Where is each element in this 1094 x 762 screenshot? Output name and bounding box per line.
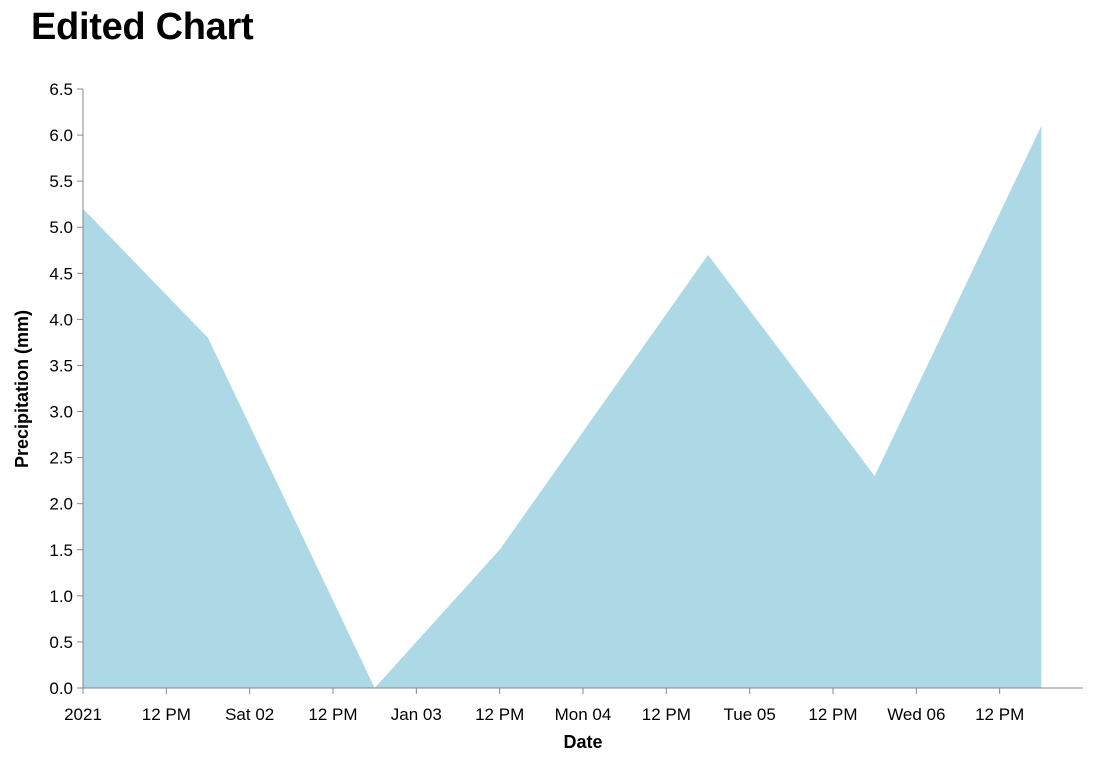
x-tick-label: 12 PM [142,705,191,724]
y-tick-label: 3.5 [49,356,73,375]
x-tick-label: Wed 06 [887,705,945,724]
chart-title: Edited Chart [31,6,254,48]
y-tick-label: 0.0 [49,679,73,698]
y-tick-label: 5.5 [49,172,73,191]
x-tick-label: 12 PM [808,705,857,724]
x-tick-label: 12 PM [975,705,1024,724]
precipitation-area [83,125,1042,688]
y-tick-label: 1.0 [49,587,73,606]
y-tick-label: 2.5 [49,449,73,468]
x-axis: 2021 12 PM Sat 02 12 PM Jan 03 12 PM Mon 04 12 … [64,687,1083,724]
y-tick-label: 2.0 [49,495,73,514]
y-tick-label: 6.5 [49,80,73,99]
y-axis-title: Precipitation (mm) [12,310,32,468]
x-tick-label: Tue 05 [724,705,776,724]
x-tick-label: Mon 04 [555,705,612,724]
x-tick-label: 12 PM [308,705,357,724]
y-tick-label: 1.5 [49,541,73,560]
x-axis-title: Date [563,732,602,752]
x-tick-label: Sat 02 [225,705,274,724]
y-tick-label: 3.0 [49,403,73,422]
x-tick-label: 12 PM [475,705,524,724]
y-tick-label: 6.0 [49,126,73,145]
x-tick-label: Jan 03 [391,705,442,724]
x-tick-label: 12 PM [642,705,691,724]
y-tick-label: 5.0 [49,218,73,237]
y-tick-label: 0.5 [49,633,73,652]
area-layer [83,125,1042,688]
y-tick-label: 4.5 [49,264,73,283]
y-axis: 0.0 0.5 1.0 1.5 2.0 2.5 3.0 3.5 4.0 4.5 5.0 5.5 6.0 6… [49,80,84,698]
x-tick-label: 2021 [64,705,102,724]
y-tick-label: 4.0 [49,310,73,329]
